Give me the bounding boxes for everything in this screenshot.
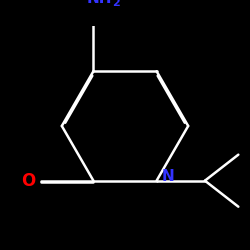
Text: NH: NH [86,0,112,6]
Text: N: N [161,170,174,184]
Text: O: O [21,172,35,190]
Text: 2: 2 [112,0,120,8]
